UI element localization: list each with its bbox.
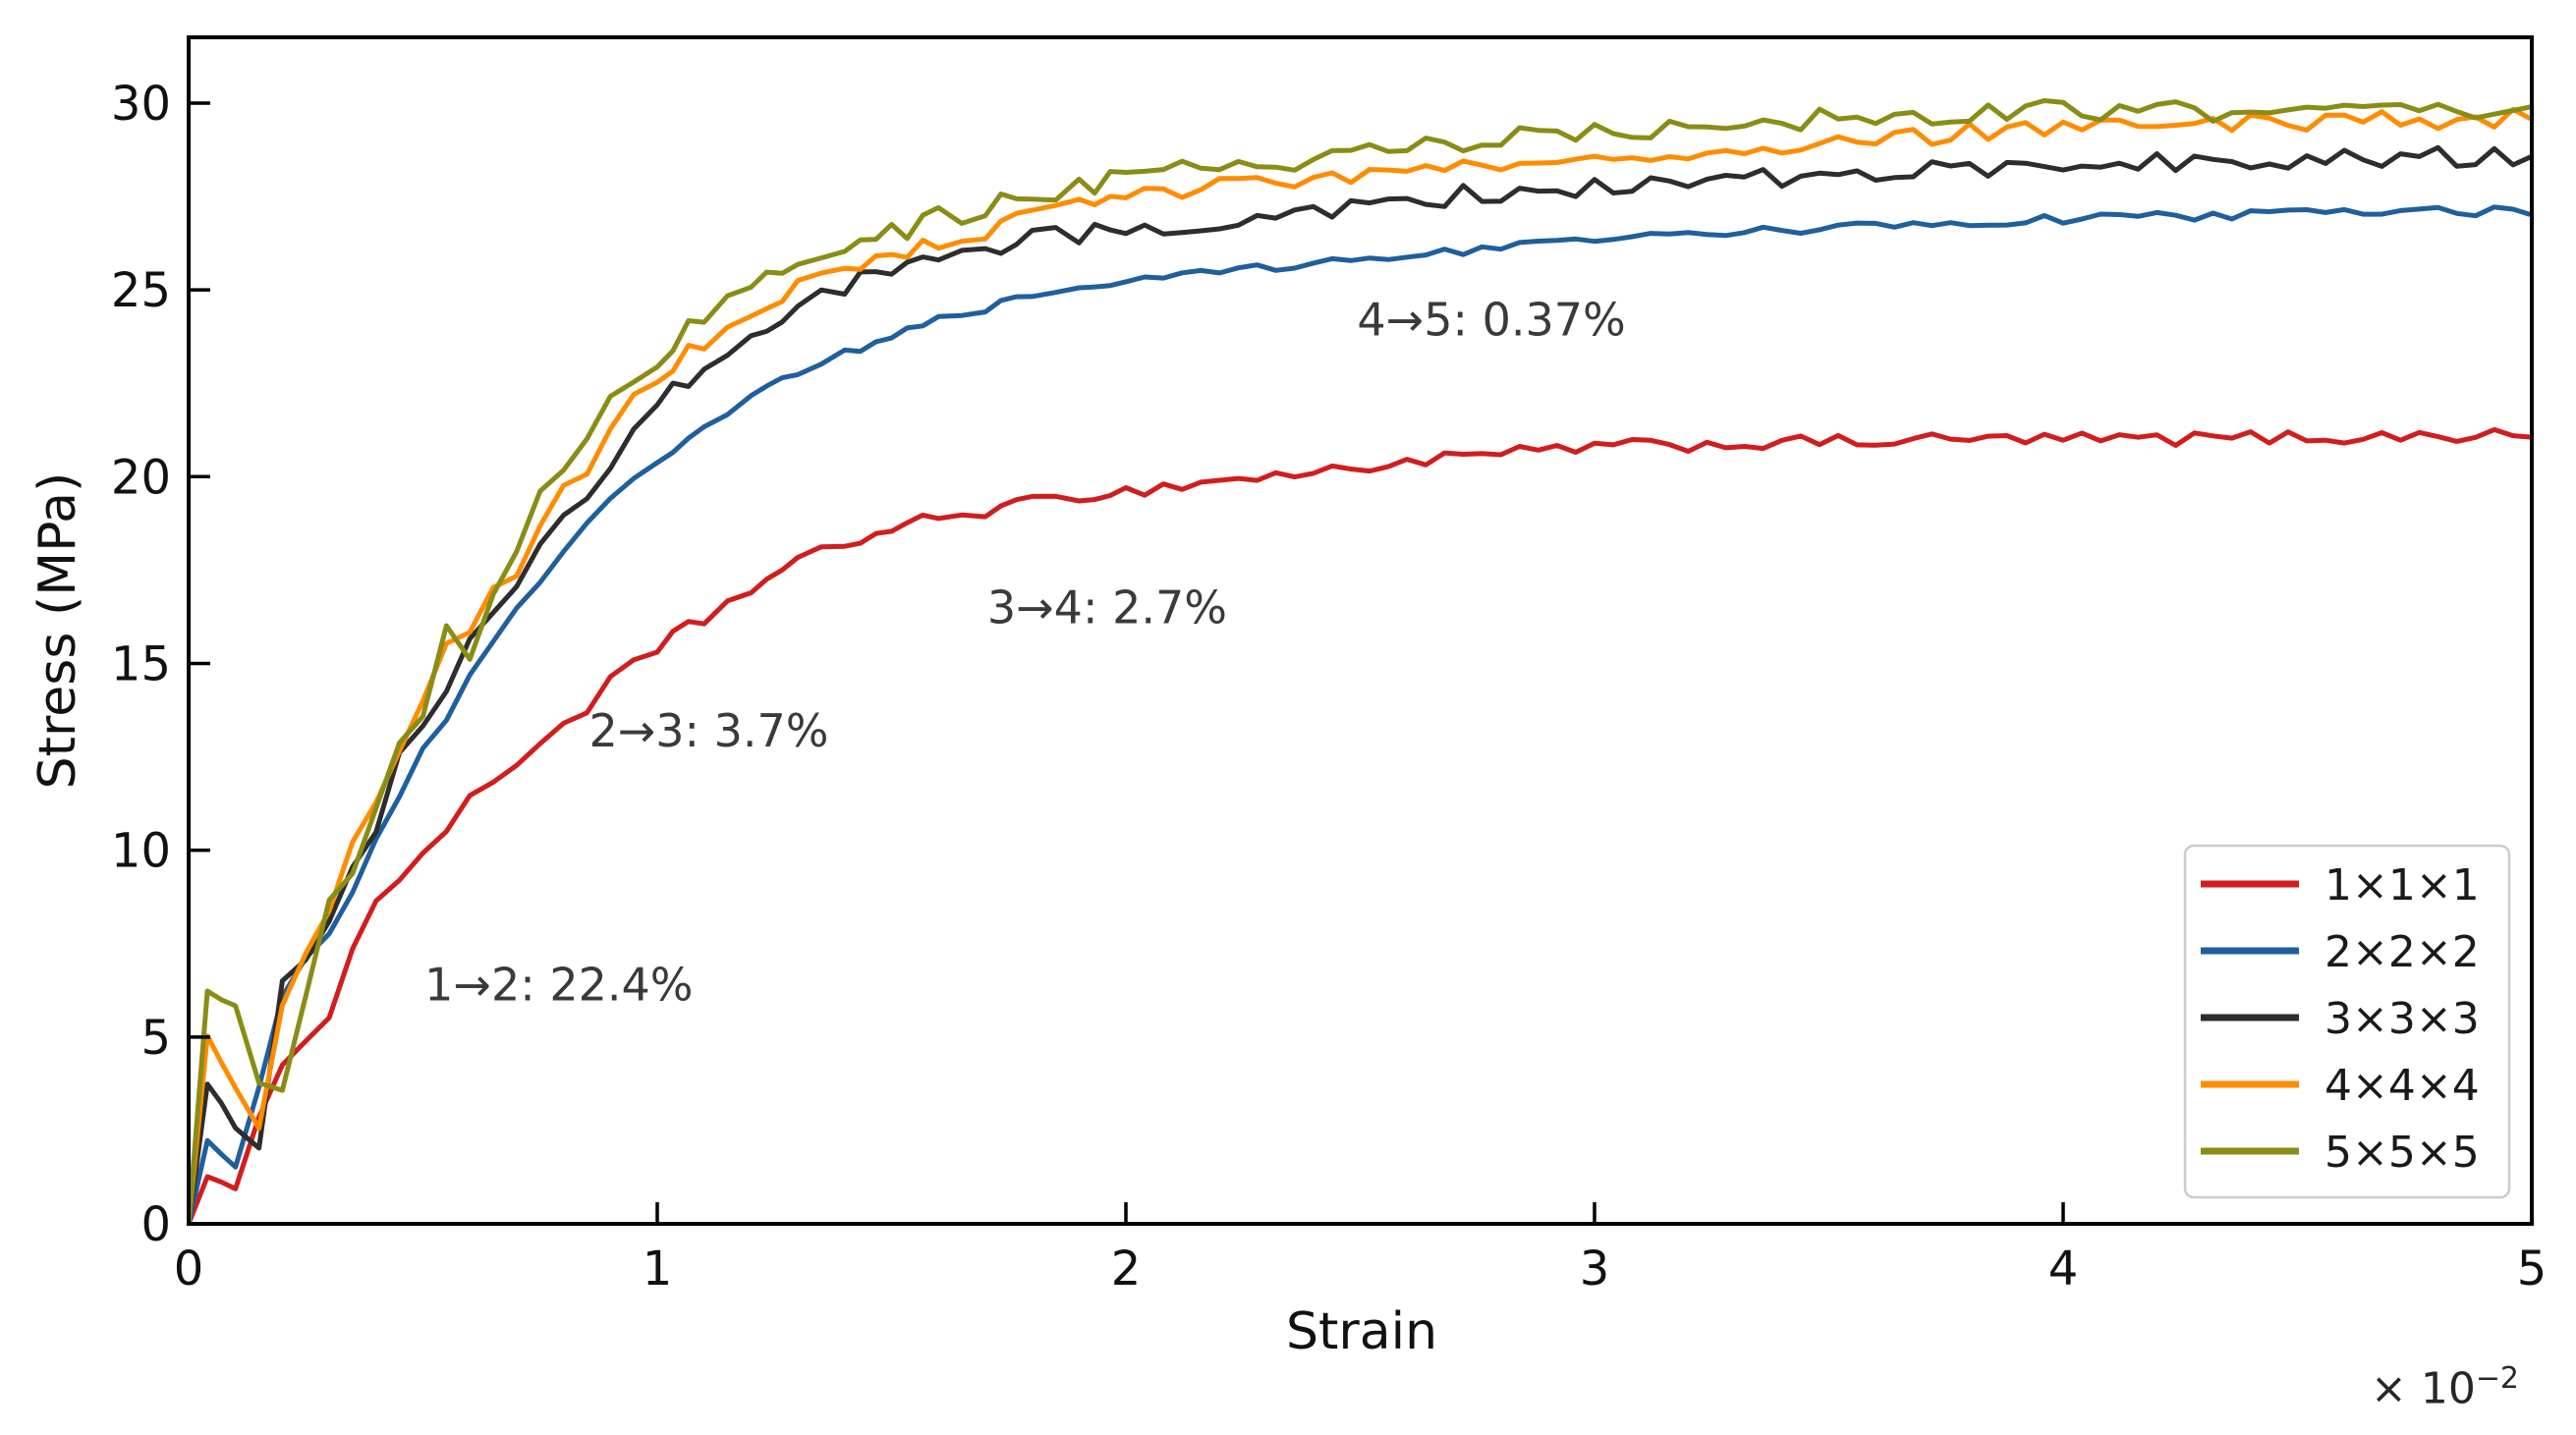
y-axis-label: Stress (MPa) <box>28 471 87 790</box>
legend-box <box>2183 844 2511 1199</box>
y-axis-tick-label: 15 <box>111 636 171 691</box>
x-axis-tick-label: 2 <box>1111 1242 1142 1297</box>
y-axis-tick-label: 20 <box>111 450 171 505</box>
legend-label-5x5x5: 5×5×5 <box>2324 1128 2480 1178</box>
series-line-3x3x3 <box>189 144 2532 1224</box>
annotation-2: 2→3: 3.7% <box>588 704 828 757</box>
plot-frame <box>187 35 2534 1226</box>
axis-offset-exponent: −2 <box>2475 1361 2519 1396</box>
x-axis-tick-label: 4 <box>2048 1242 2079 1297</box>
axis-offset-base: × 10 <box>2371 1363 2476 1414</box>
series-line-2x2x2 <box>189 204 2532 1224</box>
legend-label-4x4x4: 4×4×4 <box>2324 1061 2480 1111</box>
legend-label-2x2x2: 2×2×2 <box>2324 927 2480 977</box>
series-line-5x5x5 <box>189 98 2532 1224</box>
series-line-1x1x1 <box>189 426 2532 1224</box>
y-axis-tick-label: 5 <box>140 1011 171 1066</box>
x-axis-tick-label: 0 <box>174 1242 204 1297</box>
y-axis-tick-label: 25 <box>111 263 171 318</box>
x-axis-tick-label: 3 <box>1580 1242 1610 1297</box>
y-axis-tick-label: 30 <box>111 77 171 132</box>
axis-offset-label: × 10−2 <box>2371 1361 2519 1414</box>
y-axis-tick-label: 10 <box>111 824 171 879</box>
series-line-4x4x4 <box>189 106 2532 1224</box>
series-group <box>189 98 2532 1224</box>
legend-label-1x1x1: 1×1×1 <box>2324 860 2480 911</box>
annotation-4: 4→5: 0.37% <box>1357 294 1625 347</box>
legend-label-3x3x3: 3×3×3 <box>2324 994 2480 1044</box>
x-axis-label: Strain <box>1285 1302 1438 1361</box>
annotation-3: 3→4: 2.7% <box>987 580 1227 634</box>
annotation-1: 1→2: 22.4% <box>424 959 693 1012</box>
x-axis-tick-label: 5 <box>2517 1242 2548 1297</box>
y-axis-tick-label: 0 <box>140 1197 171 1252</box>
legend: 1×1×1 2×2×2 3×3×3 4×4×4 5×5×5 <box>2183 844 2511 1199</box>
x-axis-tick-label: 1 <box>643 1242 673 1297</box>
